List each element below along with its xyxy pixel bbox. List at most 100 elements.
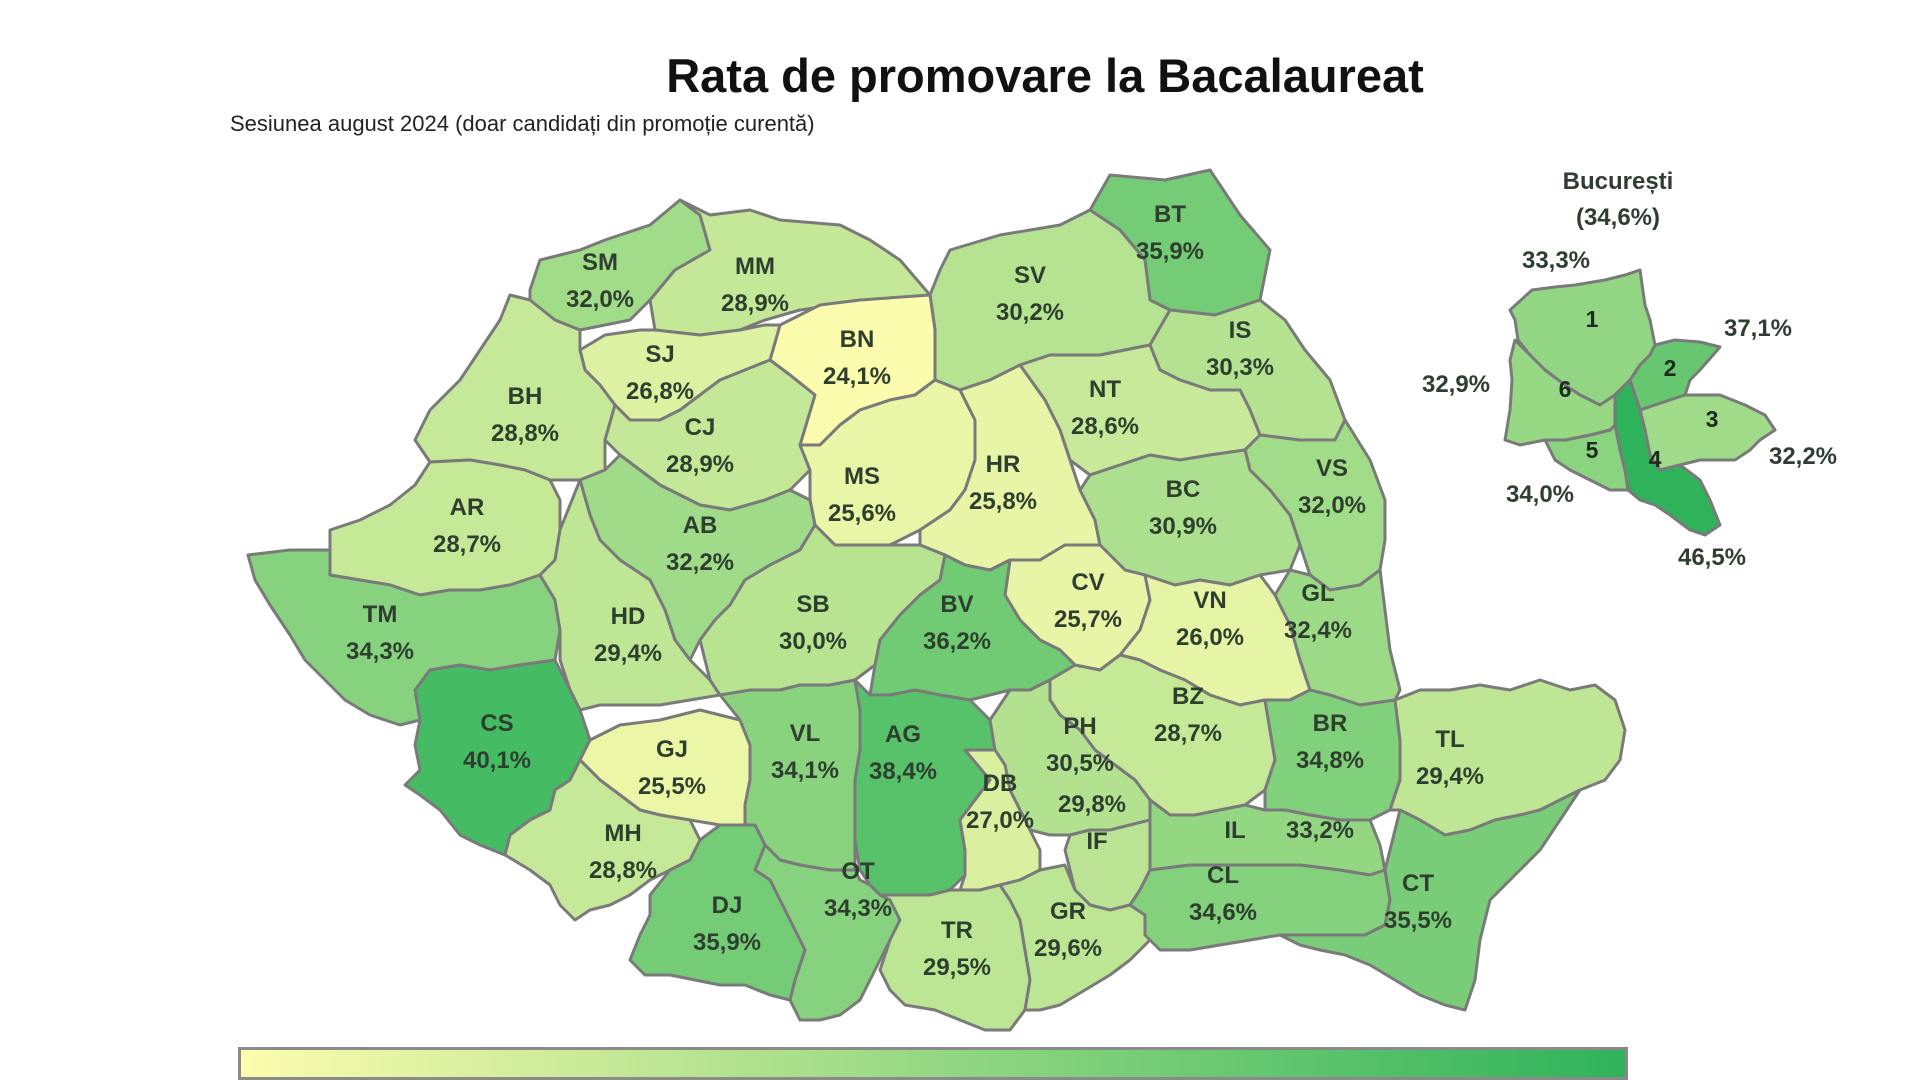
map-title: Rata de promovare la Bacalaureat xyxy=(666,49,1424,102)
county-value-vs: 32,0% xyxy=(1298,492,1366,519)
county-value-db: 27,0% xyxy=(966,807,1034,834)
sector-value-3: 32,2% xyxy=(1769,443,1837,470)
county-code-bz: BZ xyxy=(1172,683,1204,710)
county-code-il: IL xyxy=(1224,817,1245,844)
county-code-vn: VN xyxy=(1193,587,1226,614)
county-ct[interactable] xyxy=(1278,788,1582,1012)
sector-value-5: 34,0% xyxy=(1506,481,1574,508)
counties-layer xyxy=(246,168,1627,1032)
county-code-gr: GR xyxy=(1050,898,1086,925)
county-code-ot: OT xyxy=(841,858,875,885)
county-code-bt: BT xyxy=(1154,201,1186,228)
county-value-bc: 30,9% xyxy=(1149,513,1217,540)
county-ar[interactable] xyxy=(308,458,562,597)
county-code-hr: HR xyxy=(986,451,1021,478)
county-code-ag: AG xyxy=(885,721,921,748)
county-value-sv: 30,2% xyxy=(996,299,1064,326)
county-code-mm: MM xyxy=(735,253,775,280)
county-value-tr: 29,5% xyxy=(923,954,991,981)
county-code-ar: AR xyxy=(450,494,485,521)
county-value-tm: 34,3% xyxy=(346,638,414,665)
sector-value-2: 37,1% xyxy=(1724,315,1792,342)
county-labels-layer: SM 32,0% MM 28,9% BT 35,9% SV 30,2% BN 24,1% SJ 26,… xyxy=(346,201,1484,981)
county-code-ab: AB xyxy=(683,512,718,539)
county-value-sj: 26,8% xyxy=(626,378,694,405)
county-value-vn: 26,0% xyxy=(1176,624,1244,651)
county-value-mh: 28,8% xyxy=(589,857,657,884)
county-value-bn: 24,1% xyxy=(823,363,891,390)
county-value-br: 34,8% xyxy=(1296,747,1364,774)
sector-6[interactable] xyxy=(1503,338,1617,447)
county-value-ab: 32,2% xyxy=(666,549,734,576)
county-code-sm: SM xyxy=(582,249,618,276)
county-value-bz: 28,7% xyxy=(1154,720,1222,747)
county-code-sj: SJ xyxy=(645,341,674,368)
county-value-ar: 28,7% xyxy=(433,531,501,558)
county-code-db: DB xyxy=(983,770,1018,797)
county-value-dj: 35,9% xyxy=(693,929,761,956)
county-value-hd: 29,4% xyxy=(594,640,662,667)
county-value-ot: 34,3% xyxy=(824,895,892,922)
county-code-br: BR xyxy=(1313,710,1348,737)
county-value-sb: 30,0% xyxy=(779,628,847,655)
county-br[interactable] xyxy=(1263,688,1402,822)
county-code-mh: MH xyxy=(604,820,641,847)
county-value-cj: 28,9% xyxy=(666,451,734,478)
county-value-nt: 28,6% xyxy=(1071,413,1139,440)
county-code-cl: CL xyxy=(1207,862,1239,889)
county-value-cv: 25,7% xyxy=(1054,606,1122,633)
county-code-gj: GJ xyxy=(656,736,688,763)
county-dj[interactable] xyxy=(628,823,807,1002)
county-code-tr: TR xyxy=(941,917,973,944)
county-gl[interactable] xyxy=(1273,568,1402,707)
county-code-bh: BH xyxy=(508,383,543,410)
county-code-bv: BV xyxy=(940,591,973,618)
sector-number-1: 1 xyxy=(1586,306,1599,332)
county-value-bv: 36,2% xyxy=(923,628,991,655)
county-value-gl: 32,4% xyxy=(1284,617,1352,644)
county-code-ph: PH xyxy=(1063,713,1096,740)
county-value-gr: 29,6% xyxy=(1034,935,1102,962)
county-code-gl: GL xyxy=(1301,580,1334,607)
county-value-gj: 25,5% xyxy=(638,773,706,800)
county-code-is: IS xyxy=(1229,317,1252,344)
county-gr[interactable] xyxy=(998,863,1152,1012)
county-value-if: 29,8% xyxy=(1058,791,1126,818)
sector-number-6: 6 xyxy=(1559,376,1572,402)
county-code-tl: TL xyxy=(1435,726,1464,753)
county-value-vl: 34,1% xyxy=(771,757,839,784)
county-code-dj: DJ xyxy=(712,892,743,919)
sector-number-2: 2 xyxy=(1664,355,1677,381)
county-value-ph: 30,5% xyxy=(1046,750,1114,777)
county-value-il: 33,2% xyxy=(1286,817,1354,844)
county-bh[interactable] xyxy=(413,293,617,482)
county-code-ms: MS xyxy=(844,463,880,490)
county-value-mm: 28,9% xyxy=(721,290,789,317)
county-ms[interactable] xyxy=(798,378,977,547)
county-mh[interactable] xyxy=(503,758,702,922)
county-code-if: IF xyxy=(1086,828,1107,855)
county-bv[interactable] xyxy=(868,553,1077,702)
county-code-vl: VL xyxy=(790,720,821,747)
county-value-tl: 29,4% xyxy=(1416,763,1484,790)
county-code-vs: VS xyxy=(1316,455,1348,482)
sector-value-4: 46,5% xyxy=(1678,544,1746,571)
county-value-bh: 28,8% xyxy=(491,420,559,447)
county-value-cs: 40,1% xyxy=(463,747,531,774)
county-code-sb: SB xyxy=(796,591,829,618)
county-code-cj: CJ xyxy=(685,414,716,441)
color-scale-legend xyxy=(238,1047,1628,1080)
county-code-nt: NT xyxy=(1089,376,1121,403)
county-code-sv: SV xyxy=(1014,262,1046,289)
sector-number-4: 4 xyxy=(1649,446,1662,472)
bucuresti-title: București xyxy=(1563,168,1674,195)
county-code-ct: CT xyxy=(1402,870,1434,897)
map-subtitle: Sesiunea august 2024 (doar candidați din… xyxy=(230,111,815,136)
county-value-hr: 25,8% xyxy=(969,488,1037,515)
county-tl[interactable] xyxy=(1388,678,1627,837)
county-value-is: 30,3% xyxy=(1206,354,1274,381)
county-value-sm: 32,0% xyxy=(566,286,634,313)
county-value-bt: 35,9% xyxy=(1136,238,1204,265)
sector-number-3: 3 xyxy=(1706,406,1719,432)
